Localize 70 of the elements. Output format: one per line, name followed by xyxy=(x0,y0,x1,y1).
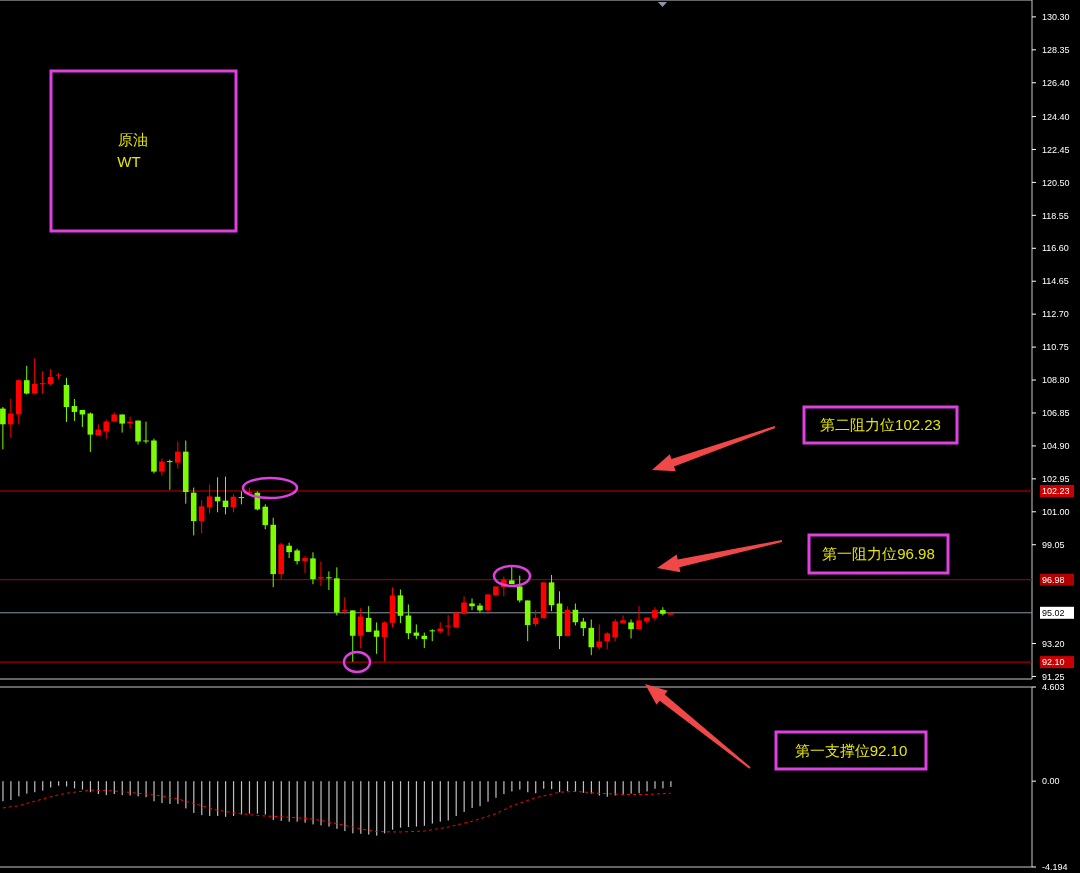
y-tick-label: 106.85 xyxy=(1042,408,1070,419)
line-series xyxy=(2,789,672,833)
candlestick xyxy=(87,411,94,453)
y-tick-label: 124.40 xyxy=(1042,111,1070,122)
y-tick-label: 118.55 xyxy=(1042,210,1069,221)
candlestick xyxy=(405,604,412,640)
candlestick xyxy=(71,398,78,422)
y-tick-label: 130.30 xyxy=(1042,12,1070,23)
candlestick xyxy=(342,596,348,615)
candlestick xyxy=(548,574,555,612)
candlestick xyxy=(119,413,125,434)
text: WT xyxy=(117,153,141,170)
candlestick xyxy=(23,365,30,395)
y-tick-label: 102.95 xyxy=(1042,474,1070,484)
candlestick xyxy=(198,499,205,534)
ref-line-label: 96.98 xyxy=(1042,574,1065,585)
candlestick xyxy=(397,588,404,624)
y-tick-label: 116.60 xyxy=(1042,243,1069,254)
y-tick-label: 128.35 xyxy=(1042,44,1070,55)
candlestick xyxy=(326,570,332,591)
y-tick-label: 93.20 xyxy=(1042,638,1065,649)
candlestick xyxy=(167,459,173,491)
candlestick xyxy=(0,406,6,450)
y-tick-label: 4.603 xyxy=(1042,682,1065,693)
candlestick xyxy=(429,628,436,642)
y-tick-label: 112.70 xyxy=(1042,309,1069,320)
candlestick xyxy=(612,618,618,642)
ref-line-label: 95.02 xyxy=(1042,607,1065,618)
candlestick xyxy=(516,575,523,603)
y-tick-label: 122.45 xyxy=(1042,144,1070,155)
candlestick xyxy=(596,623,603,650)
candlestick xyxy=(620,614,626,624)
candlestick xyxy=(660,606,666,616)
ref-line-label: 102.23 xyxy=(1042,486,1070,497)
y-tick-label: 108.80 xyxy=(1042,375,1070,386)
candlestick xyxy=(175,441,181,470)
y-tick-label: -4.194 xyxy=(1042,862,1068,873)
candlestick xyxy=(262,503,269,530)
annotation: 第一阻力位96.98 xyxy=(822,545,935,563)
candlestick xyxy=(302,555,308,574)
candlestick xyxy=(445,614,451,636)
y-tick-label: 114.65 xyxy=(1042,276,1069,287)
candlestick xyxy=(8,398,14,439)
candlestick xyxy=(103,419,110,440)
candlestick xyxy=(143,421,149,445)
candlestick xyxy=(652,606,658,622)
candlestick xyxy=(461,595,467,615)
candlestick xyxy=(318,560,324,587)
y-tick-label: 91.25 xyxy=(1042,671,1065,682)
candlestick xyxy=(381,620,388,662)
candlestick xyxy=(31,357,38,395)
y-tick-label: 101.00 xyxy=(1042,506,1070,517)
candlestick xyxy=(286,542,292,559)
y-tick-label: 99.05 xyxy=(1042,539,1065,550)
candlestick xyxy=(206,484,213,514)
candlestick xyxy=(628,619,634,639)
candlestick xyxy=(365,605,372,633)
candlestick xyxy=(469,597,475,611)
annotation: 第二阻力位102.23 xyxy=(820,416,941,434)
annotation: 第一支撑位92.10 xyxy=(794,741,908,759)
y-tick-label: 120.50 xyxy=(1042,177,1070,188)
y-tick-label: 110.75 xyxy=(1042,342,1069,353)
candlestick xyxy=(127,416,133,430)
text: 原油 xyxy=(118,131,148,148)
y-tick-label: 126.40 xyxy=(1042,77,1070,88)
ref-line-label: 92.10 xyxy=(1042,657,1065,668)
y-tick-label: 104.90 xyxy=(1042,441,1070,452)
candlestick xyxy=(485,593,491,615)
y-tick-label: 0.00 xyxy=(1042,776,1060,787)
candlestick xyxy=(310,551,316,585)
